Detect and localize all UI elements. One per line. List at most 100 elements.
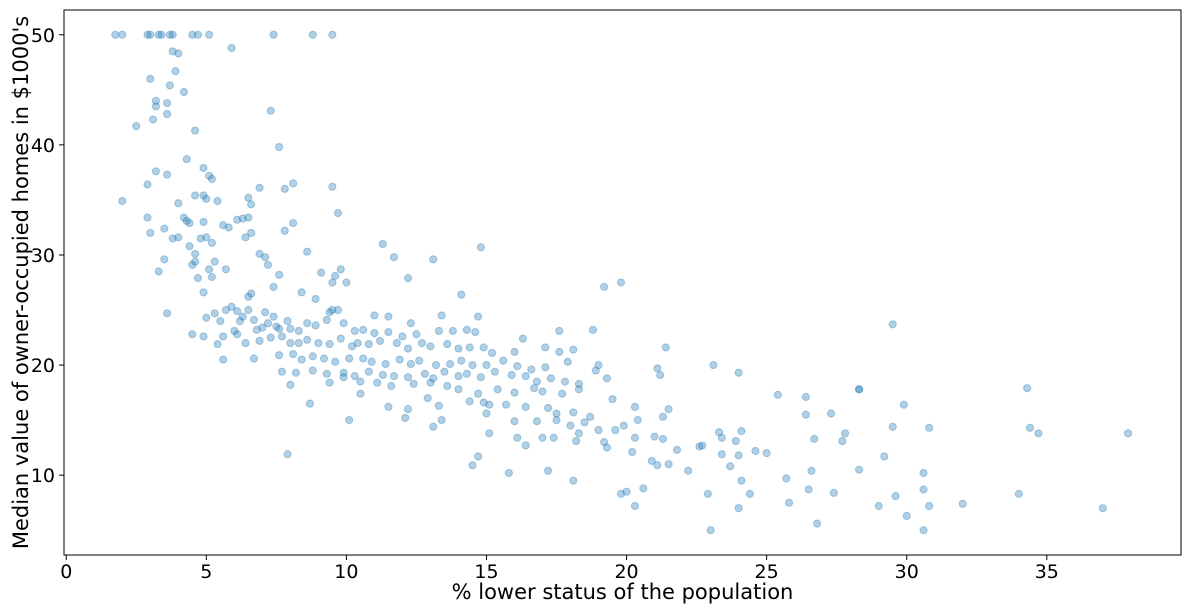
data-point [305,399,315,408]
data-point [154,30,163,39]
data-point [311,321,320,330]
data-point [275,324,284,333]
data-point [233,330,242,339]
data-point [319,354,329,363]
data-point [504,468,513,478]
data-point [370,329,379,338]
data-point [191,191,200,200]
data-point [560,377,570,386]
data-point [191,126,200,135]
data-point [297,355,306,364]
data-point [457,356,466,365]
data-point [448,326,457,336]
data-point [658,434,668,443]
data-point [205,265,214,274]
x-tick-label: 10 [334,561,358,583]
data-point [146,228,155,238]
data-point [331,271,340,280]
data-point [434,401,443,410]
data-point [521,371,530,381]
data-point [403,405,413,414]
data-point [586,412,595,421]
data-point [328,278,337,287]
data-point [378,370,387,380]
data-point [143,180,152,189]
data-point [308,352,317,361]
data-point [277,332,287,341]
data-point [888,422,897,431]
data-point [714,428,724,437]
data-point [429,255,438,264]
data-point [199,163,208,173]
data-point [118,196,127,206]
data-point [328,30,337,39]
data-point [188,330,197,339]
data-point [196,234,205,243]
data-point [513,362,522,371]
data-point [672,445,682,454]
x-tick-label: 30 [895,561,919,583]
data-point [485,429,494,438]
data-point [333,209,343,218]
data-point [289,349,298,359]
data-point [401,413,410,423]
data-point [838,436,847,446]
data-point [801,410,810,419]
data-point [247,289,256,298]
data-point [339,319,348,328]
data-point [594,360,603,370]
axis-ticks: 0 5 10 15 20 25 30 35 10 20 30 40 50 [31,25,1059,583]
data-point [958,499,967,508]
data-point [364,340,373,349]
data-point [325,308,334,317]
data-point [443,340,452,349]
data-point [168,234,177,243]
data-point [925,501,934,511]
data-point [221,265,231,274]
data-point [303,247,312,256]
data-points-layer [111,30,1133,535]
data-point [151,96,160,105]
data-point [244,213,253,222]
data-point [317,268,326,277]
data-point [269,282,278,291]
data-point [199,217,208,227]
data-point [160,255,169,264]
data-point [840,429,850,438]
data-point [434,326,443,336]
data-point [518,334,528,343]
data-point [359,354,368,363]
data-point [294,338,303,348]
data-point [143,30,152,39]
data-point [199,191,208,200]
data-point [398,332,407,341]
data-point [308,366,317,375]
data-point [810,434,819,443]
data-point [221,305,231,315]
y-tick-label: 30 [31,245,55,267]
data-point [501,400,511,409]
data-point [513,433,522,442]
data-point [353,338,362,348]
data-point [549,433,558,442]
data-point [465,343,474,352]
data-point [347,342,357,351]
data-point [591,366,600,375]
data-point [925,423,934,432]
data-point [308,30,317,39]
data-point [684,466,693,475]
data-point [191,249,200,258]
data-point [1025,423,1035,432]
data-point [429,422,438,431]
data-point [289,179,298,188]
data-point [322,369,331,378]
data-point [384,327,393,337]
data-point [826,409,836,418]
data-point [574,379,584,388]
data-point [182,155,191,164]
data-point [440,367,449,376]
data-point [185,242,194,251]
data-point [880,452,889,461]
data-point [437,311,446,320]
